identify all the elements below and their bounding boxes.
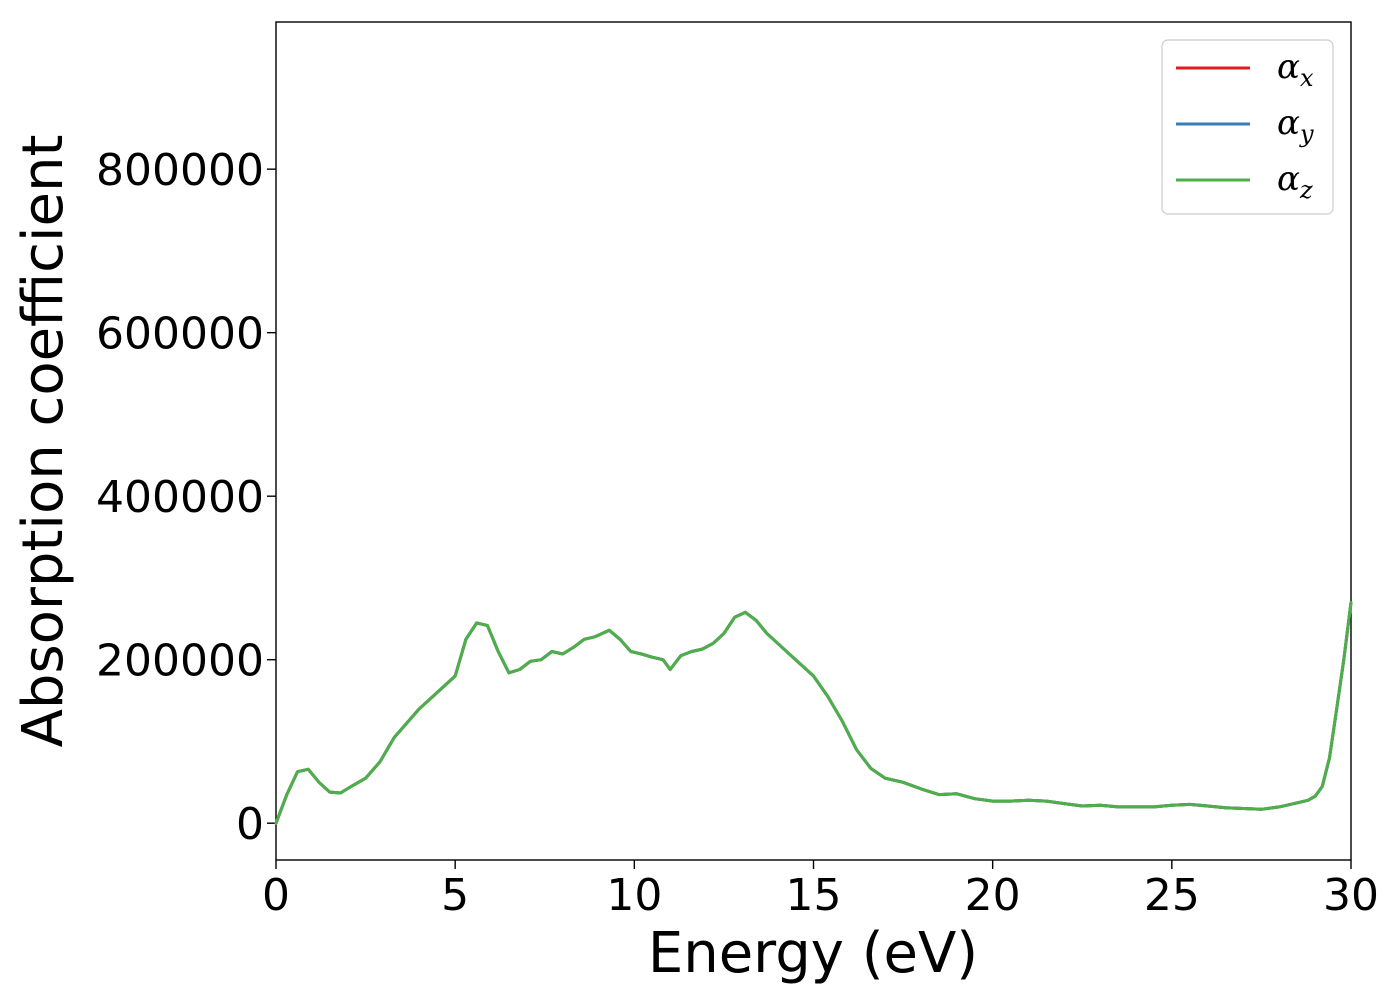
series-line-y <box>274 601 1353 825</box>
x-tick-label: 0 <box>262 870 290 921</box>
y-tick-label: 0 <box>236 799 264 850</box>
legend-label-y: αy <box>1277 103 1314 148</box>
x-tick-label: 10 <box>606 870 662 921</box>
legend-label-x: αx <box>1277 47 1314 92</box>
x-tick-label: 15 <box>786 870 842 921</box>
y-axis-label: Absorption coefficient <box>11 135 76 748</box>
y-tick-label: 400000 <box>96 472 264 523</box>
legend: αx αy αz <box>1161 39 1334 215</box>
legend-label-z: αz <box>1277 159 1313 204</box>
x-tick-label: 30 <box>1323 870 1379 921</box>
series-lines <box>274 601 1353 825</box>
x-axis-label: Energy (eV) <box>648 921 978 986</box>
series-line-x <box>274 601 1353 825</box>
x-tick-label: 5 <box>441 870 469 921</box>
legend-entries: αx αy αz <box>1176 47 1314 204</box>
y-axis-ticks: 0 200000 400000 600000 800000 <box>96 145 276 850</box>
series-line-z <box>274 601 1353 825</box>
x-tick-label: 20 <box>965 870 1021 921</box>
y-tick-label: 800000 <box>96 145 264 196</box>
y-tick-label: 200000 <box>96 636 264 687</box>
x-tick-label: 25 <box>1144 870 1200 921</box>
x-axis-ticks: 0 5 10 15 20 25 30 <box>262 860 1379 921</box>
legend-box <box>1161 39 1334 215</box>
y-tick-label: 600000 <box>96 309 264 360</box>
